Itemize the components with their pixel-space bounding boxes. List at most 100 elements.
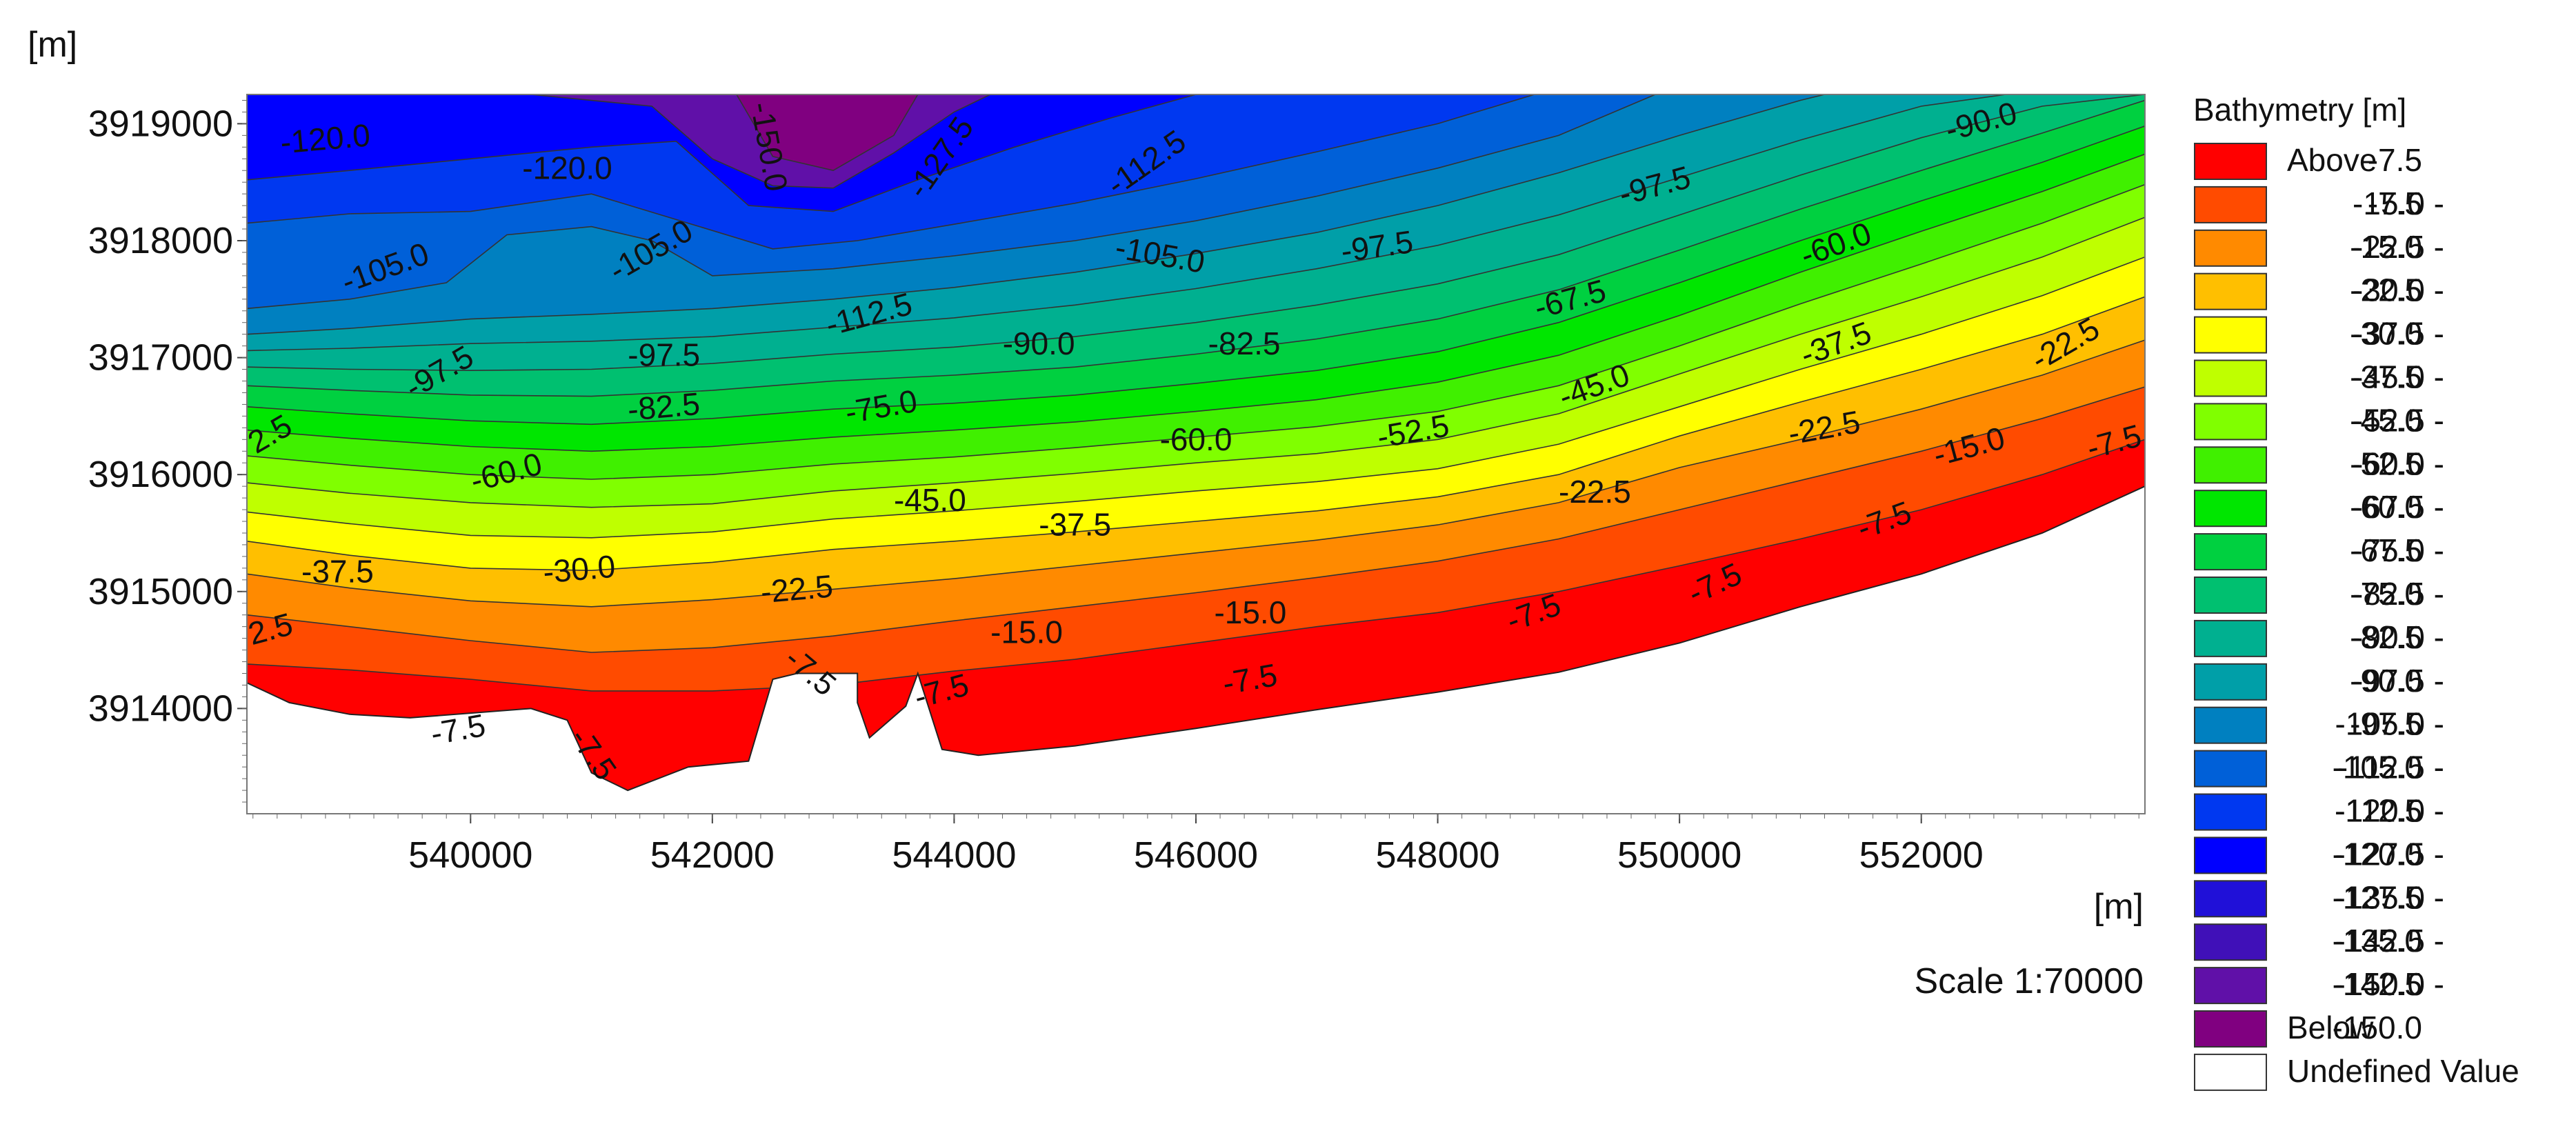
contour-line-m82.5 <box>247 94 2145 372</box>
plot-area: -120.0-120.0 -150.0 -127.5 -112.5-105.0 -105… <box>247 94 2145 814</box>
legend-range-to: -75.0 <box>2350 576 2422 612</box>
legend-range-from: -22.5 - <box>2353 229 2444 265</box>
legend-range-from: -37.5 - <box>2353 316 2444 352</box>
legend-range-from: -67.5 - <box>2353 489 2444 525</box>
legend-range-from: -150.0 - <box>2335 966 2444 1002</box>
contour-label: -30.0 <box>541 548 617 590</box>
legend-swatch <box>2194 619 2267 657</box>
contour-line-m60 <box>247 153 2145 452</box>
legend-range-to: -90.0 <box>2350 663 2422 699</box>
y-tick-label: 3915000 <box>88 571 233 612</box>
legend-range-to: -142.5 <box>2333 966 2422 1002</box>
legend-range-from: -127.5 - <box>2335 836 2444 872</box>
contour-line-m37.5 <box>247 256 2145 539</box>
legend-range-from: -75.0 - <box>2353 532 2444 568</box>
contour-line-m127.5 <box>530 94 991 189</box>
contour-label: -22.5 <box>1559 474 1631 510</box>
legend-range-to: -7.5 <box>2368 142 2422 178</box>
legend-range-from: -120.0 - <box>2335 793 2444 829</box>
legend-swatch <box>2194 793 2267 831</box>
contour-line-m112.5 <box>247 94 1535 250</box>
legend-range-to: -37.5 <box>2350 359 2422 395</box>
legend-swatch <box>2194 1053 2267 1091</box>
legend-swatch <box>2194 663 2267 701</box>
legend-range-to: -22.5 <box>2350 272 2422 308</box>
legend-range-from: -112.5 - <box>2337 750 2444 785</box>
legend-range-to: -60.0 <box>2350 489 2422 525</box>
legend-range-from: Undefined Value <box>2287 1053 2519 1089</box>
legend-swatch <box>2194 186 2267 223</box>
contour-bands: -120.0-120.0 -150.0 -127.5 -112.5-105.0 -105… <box>247 94 2145 814</box>
legend-swatch <box>2194 272 2267 310</box>
legend-range-to: -97.5 <box>2350 706 2422 742</box>
legend-range-from: -60.0 - <box>2353 445 2444 481</box>
legend-range-to: -82.5 <box>2350 619 2422 655</box>
legend-range-from: -135.0 - <box>2335 879 2444 915</box>
legend-range-from: -142.5 - <box>2335 923 2444 959</box>
legend-swatch <box>2194 880 2267 918</box>
contour-label: -37.5 <box>1039 507 1111 543</box>
y-axis-unit-label: [m] <box>28 25 77 65</box>
legend-swatch <box>2194 490 2267 528</box>
y-tick-label: 3917000 <box>88 337 233 379</box>
legend-range-from: Above <box>2287 142 2377 178</box>
legend-swatch <box>2194 750 2267 788</box>
contour-label: -60.0 <box>1160 421 1232 457</box>
contour-line-m15 <box>247 386 2145 653</box>
contour-line-m45 <box>247 217 2145 508</box>
contour-line-m75 <box>247 99 2145 397</box>
x-tick-label: 540000 <box>408 834 532 876</box>
legend-title: Bathymetry [m] <box>2193 92 2406 128</box>
legend-swatch <box>2194 229 2267 267</box>
x-tick-label: 546000 <box>1134 834 1258 876</box>
legend-range-from: -90.0 - <box>2353 619 2444 655</box>
legend-range-to: -52.5 <box>2350 445 2422 481</box>
legend-range-from: -15.0 - <box>2353 186 2444 221</box>
legend-swatch <box>2194 837 2267 874</box>
x-axis-unit-label: [m] <box>2094 887 2144 927</box>
legend-range-from: Below <box>2287 1010 2374 1045</box>
contour-label: -37.5 <box>301 553 374 589</box>
legend-range-to: -30.0 <box>2350 316 2422 352</box>
contour-label: -82.5 <box>626 385 701 428</box>
legend-range-to: -105.0 <box>2333 750 2422 785</box>
legend-swatch <box>2194 446 2267 484</box>
x-tick-label: 544000 <box>892 834 1016 876</box>
legend-range-to: -150.0 <box>2333 1010 2422 1045</box>
land-undefined-region <box>247 485 2145 814</box>
contour-line-m90 <box>247 94 2006 352</box>
legend-swatch <box>2194 577 2267 614</box>
contour-line-m105 <box>247 94 1656 310</box>
legend-swatch <box>2194 706 2267 744</box>
legend-range-to: -67.5 <box>2350 532 2422 568</box>
contour-line-m120 <box>247 94 1197 212</box>
legend-range-from: -45.0 - <box>2353 359 2444 395</box>
y-tick-label: 3919000 <box>88 103 233 144</box>
legend-range-from: -97.5 - <box>2353 663 2444 699</box>
contour-label: -22.5 <box>759 568 835 610</box>
contour-label: -120.0 <box>522 150 612 186</box>
contour-label: -90.0 <box>1003 325 1075 361</box>
legend-swatch <box>2194 359 2267 397</box>
y-tick-label: 3914000 <box>88 688 233 729</box>
legend: Above-7.5-15.0 --7.5-22.5 --15.0-30.0 --… <box>2194 142 2519 1091</box>
legend-swatch <box>2194 143 2267 180</box>
legend-swatch <box>2194 533 2267 571</box>
contour-line-m150 <box>736 94 919 172</box>
contour-line-m52.5 <box>247 183 2145 480</box>
contour-label: -15.0 <box>1214 594 1286 630</box>
contour-label: -45.0 <box>894 482 966 518</box>
legend-swatch <box>2194 403 2267 441</box>
legend-swatch <box>2194 316 2267 354</box>
legend-swatch <box>2194 1010 2267 1048</box>
legend-swatch <box>2194 923 2267 961</box>
contour-line-m22.5 <box>247 339 2145 608</box>
axes: 540000 542000 544000 546000 548000 550000 5520… <box>88 94 2146 876</box>
contour-label: -120.0 <box>279 117 371 160</box>
scale-label: Scale 1:70000 <box>1915 961 2144 1001</box>
y-tick-label: 3916000 <box>88 454 233 495</box>
contour-label: -97.5 <box>628 337 700 373</box>
contour-line-m67.5 <box>247 126 2145 425</box>
legend-range-from: -52.5 - <box>2353 402 2444 438</box>
